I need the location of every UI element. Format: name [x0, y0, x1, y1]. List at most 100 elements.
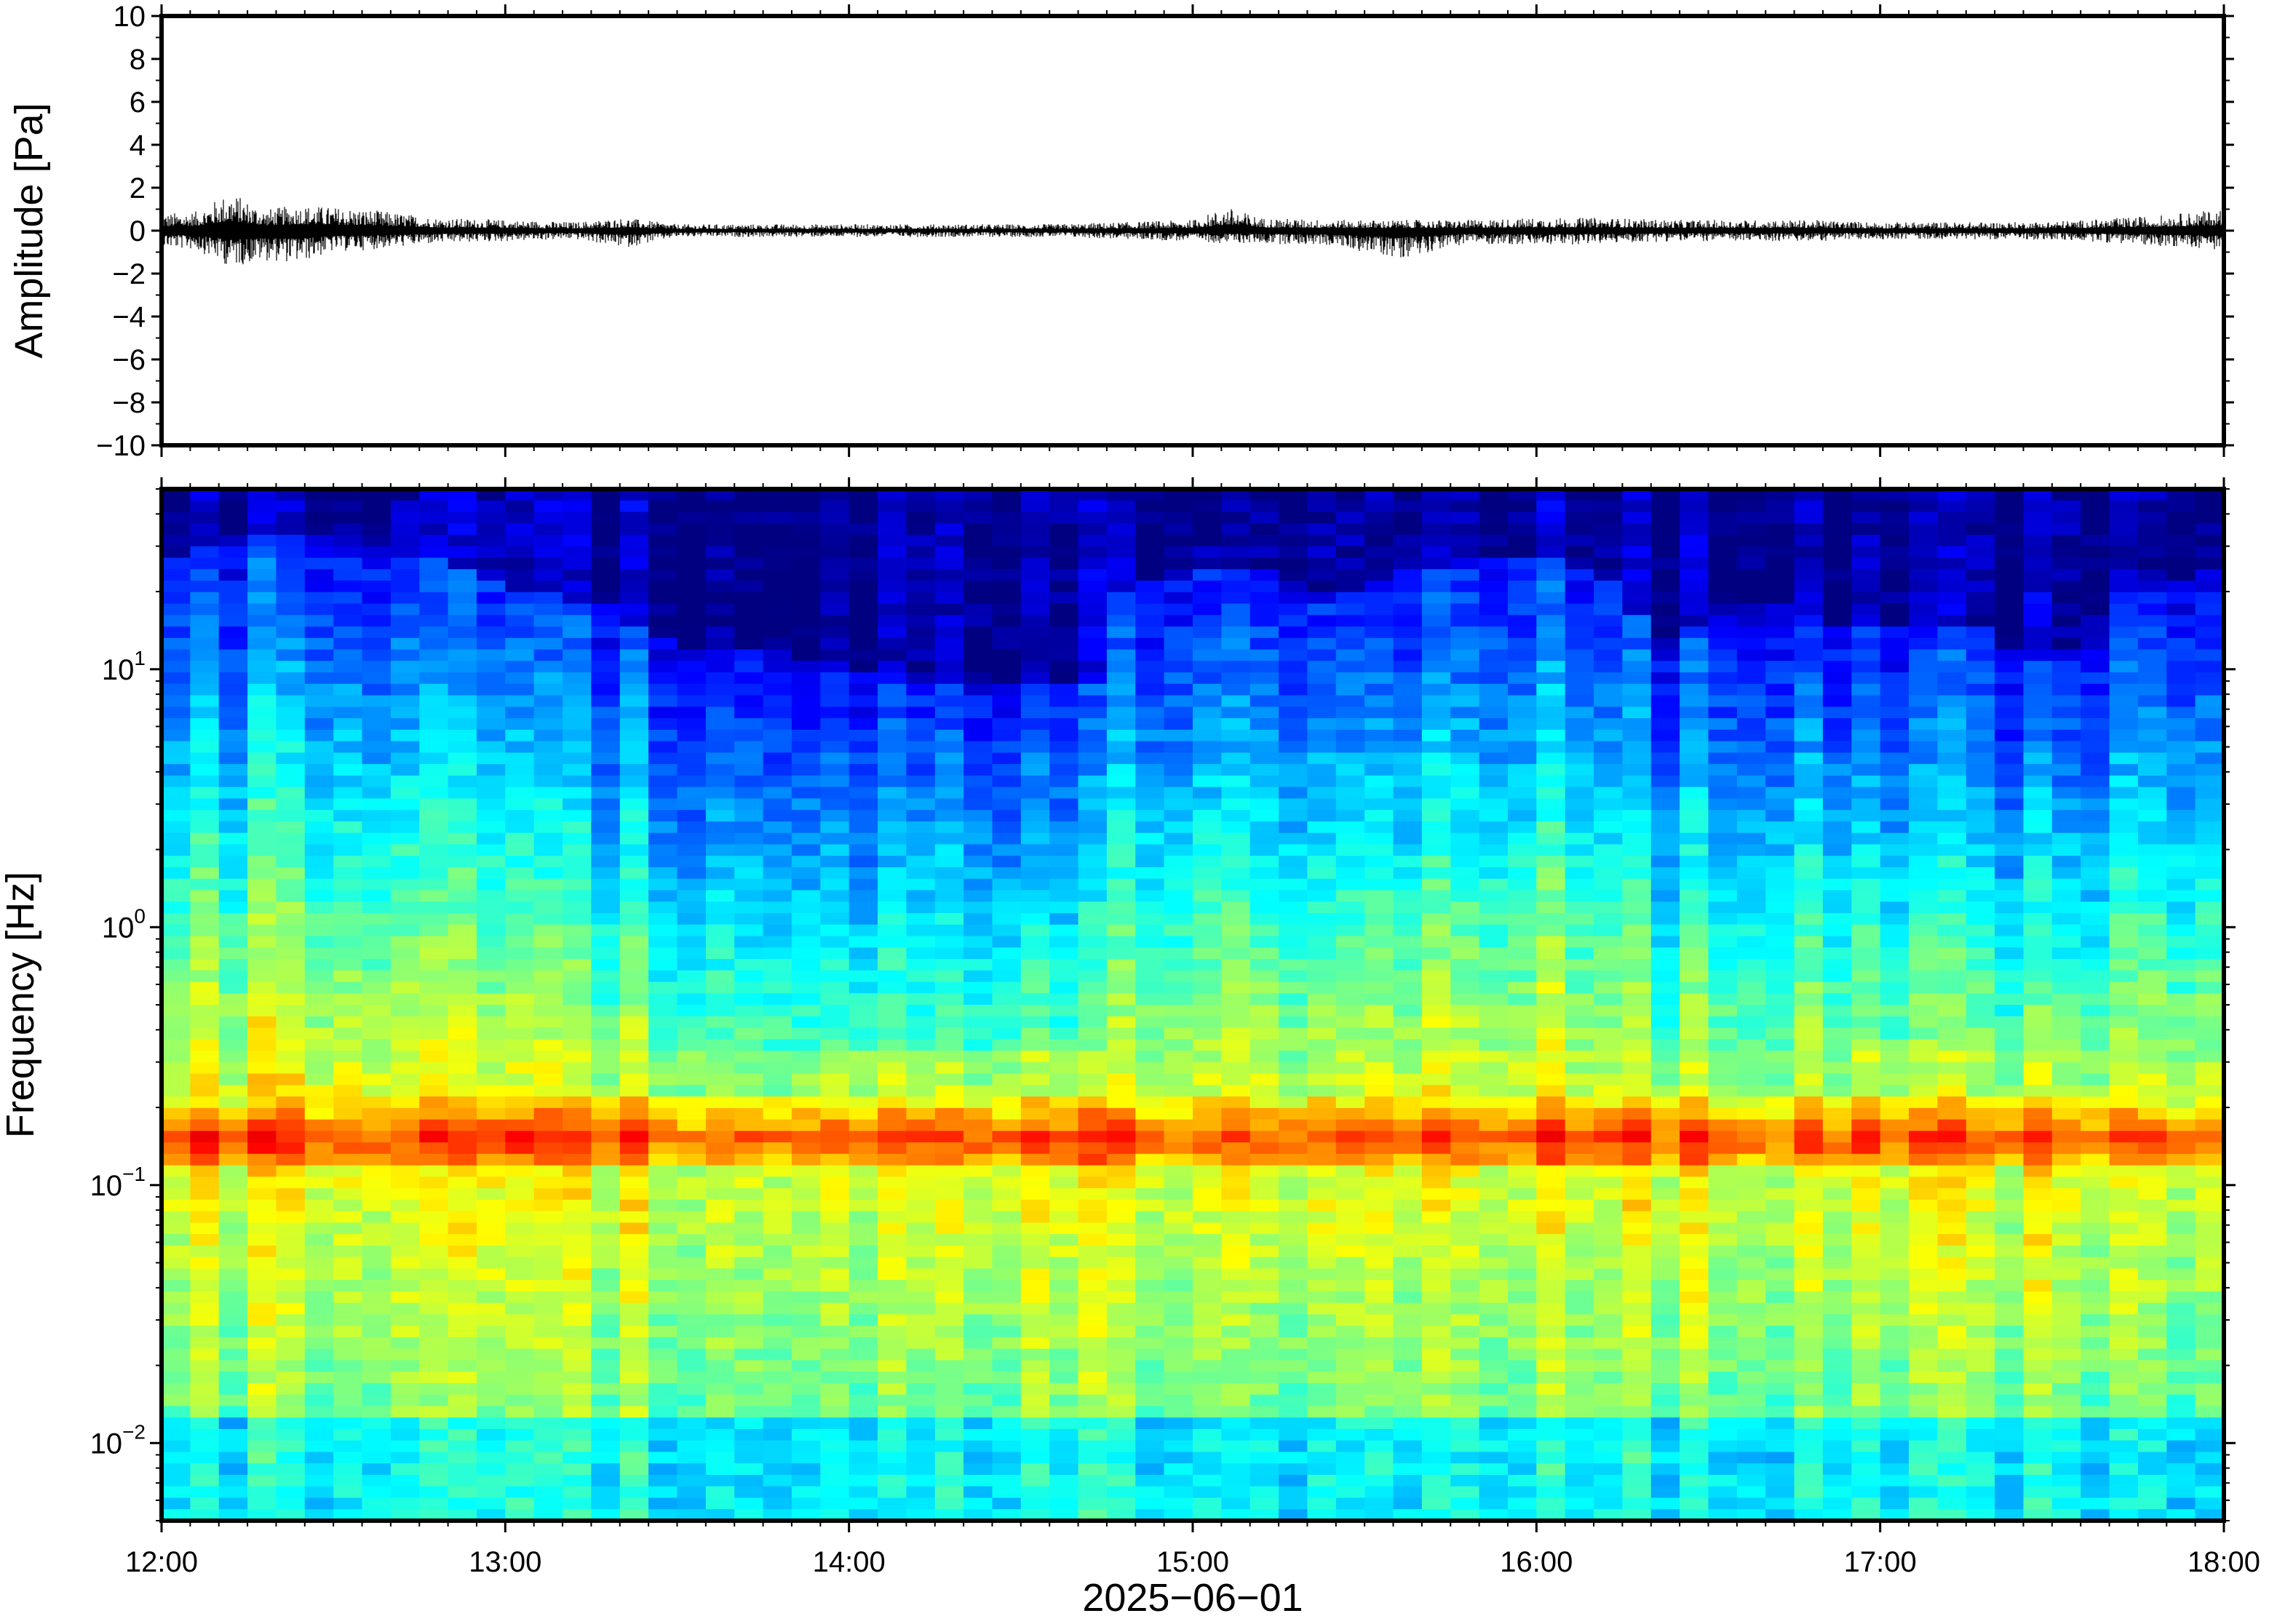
spectrogram-cell [218, 1382, 248, 1396]
spectrogram-cell [1078, 1211, 1108, 1224]
spectrogram-cell [992, 982, 1022, 995]
spectrogram-cell [705, 798, 736, 811]
spectrogram-cell [1049, 1326, 1079, 1338]
spectrogram-cell [934, 798, 964, 811]
spectrogram-cell [1479, 683, 1509, 696]
spectrogram-cell [1364, 890, 1394, 902]
spectrogram-cell [162, 878, 191, 891]
spectrogram-cell [1450, 649, 1480, 662]
spectrogram-cell [878, 901, 907, 914]
spectrogram-cell [276, 1177, 306, 1189]
spectrogram-cell [1450, 1382, 1480, 1396]
spectrogram-cell [218, 741, 248, 754]
spectrogram-cell [533, 672, 563, 685]
spectrogram-cell [1650, 649, 1680, 662]
spectrogram-cell [162, 1463, 191, 1476]
spectrogram-cell [1650, 1153, 1680, 1166]
spectrogram-cell [849, 970, 878, 983]
spectrogram-cell [304, 1039, 334, 1051]
spectrogram-cell [1135, 924, 1165, 937]
spectrogram-cell [1536, 592, 1566, 605]
spectrogram-cell [878, 1394, 907, 1407]
spectrogram-cell [390, 1142, 421, 1155]
spectrogram-cell [247, 1051, 277, 1063]
spectrogram-cell [1279, 1062, 1308, 1075]
spectrogram-cell [1479, 1222, 1509, 1235]
spectrogram-cell [1364, 1153, 1394, 1166]
spectrogram-cell [304, 798, 334, 811]
spectrogram-cell [247, 970, 277, 983]
spectrogram-cell [1279, 856, 1308, 868]
spectrogram-cell [1307, 729, 1337, 742]
spectrogram-cell [1565, 626, 1594, 639]
spectrogram-cell [906, 1107, 936, 1121]
spectrogram-cell [763, 1382, 792, 1396]
spectrogram-cell [791, 752, 822, 765]
spectrogram-cell [791, 787, 822, 800]
spectrogram-cell [1279, 959, 1308, 971]
spectrogram-cell [1565, 1280, 1594, 1292]
spectrogram-cell [1335, 1051, 1365, 1063]
spectrogram-cell [1508, 1131, 1538, 1143]
spectrogram-cell [1106, 1360, 1137, 1372]
spectrogram-cell [162, 1177, 191, 1189]
spectrogram-cell [1049, 512, 1079, 525]
spectrogram-cell [1536, 603, 1566, 616]
spectrogram-cell [705, 1280, 736, 1292]
spectrogram-cell [362, 672, 392, 685]
spectrogram-cell [763, 1073, 792, 1086]
spectrogram-cell [849, 592, 878, 605]
spectrogram-cell [247, 832, 277, 845]
spectrogram-cell [1049, 1440, 1079, 1453]
spectrogram-cell [1450, 1096, 1480, 1109]
spectrogram-cell [390, 1119, 421, 1132]
spectrogram-cell [1536, 1486, 1566, 1499]
spectrogram-cell [533, 1142, 563, 1155]
spectrogram-cell [1393, 512, 1423, 525]
spectrogram-cell [1479, 500, 1509, 513]
spectrogram-cell [1078, 581, 1108, 593]
spectrogram-cell [1193, 1188, 1223, 1201]
spectrogram-cell [591, 775, 621, 788]
spectrogram-cell [1049, 1463, 1079, 1476]
spectrogram-cell [791, 649, 822, 662]
spectrogram-cell [734, 832, 764, 845]
spectrogram-cell [648, 1486, 678, 1499]
spectrogram-cell [791, 1153, 822, 1166]
spectrogram-cell [1335, 924, 1365, 937]
spectrogram-cell [1565, 1027, 1594, 1040]
spectrogram-cell [1594, 512, 1624, 525]
spectrogram-cell [1594, 1394, 1624, 1407]
spectrogram-cell [1307, 947, 1337, 960]
spectrogram-cell [362, 1280, 392, 1292]
spectrogram-cell [1335, 878, 1365, 891]
spectrogram-cell [1594, 867, 1624, 880]
spectrogram-cell [1279, 1222, 1308, 1235]
spectrogram-cell [1421, 1497, 1452, 1510]
spectrogram-cell [162, 1005, 191, 1017]
spectrogram-cell [906, 982, 936, 995]
spectrogram-cell [448, 512, 477, 525]
spectrogram-cell [906, 775, 936, 788]
spectrogram-cell [934, 718, 964, 731]
spectrogram-cell [992, 867, 1022, 880]
spectrogram-cell [1020, 1119, 1050, 1132]
spectrogram-cell [1335, 1027, 1365, 1040]
spectrogram-cell [1307, 683, 1337, 696]
spectrogram-cell [677, 661, 707, 673]
spectrogram-cell [1594, 1142, 1624, 1155]
spectrogram-cell [963, 592, 993, 605]
spectrogram-cell [1450, 1051, 1480, 1063]
spectrogram-cell [1193, 1039, 1223, 1051]
spectrogram-cell [505, 661, 535, 673]
spectrogram-cell [1450, 1406, 1480, 1418]
spectrogram-cell [648, 695, 678, 708]
spectrogram-cell [1393, 1348, 1423, 1361]
spectrogram-cell [820, 489, 850, 501]
spectrogram-cell [218, 592, 248, 605]
spectrogram-cell [419, 1016, 449, 1029]
spectrogram-cell [734, 603, 764, 616]
spectrogram-cell [591, 798, 621, 811]
spectrogram-cell [1479, 1372, 1509, 1384]
spectrogram-cell [878, 1016, 907, 1029]
